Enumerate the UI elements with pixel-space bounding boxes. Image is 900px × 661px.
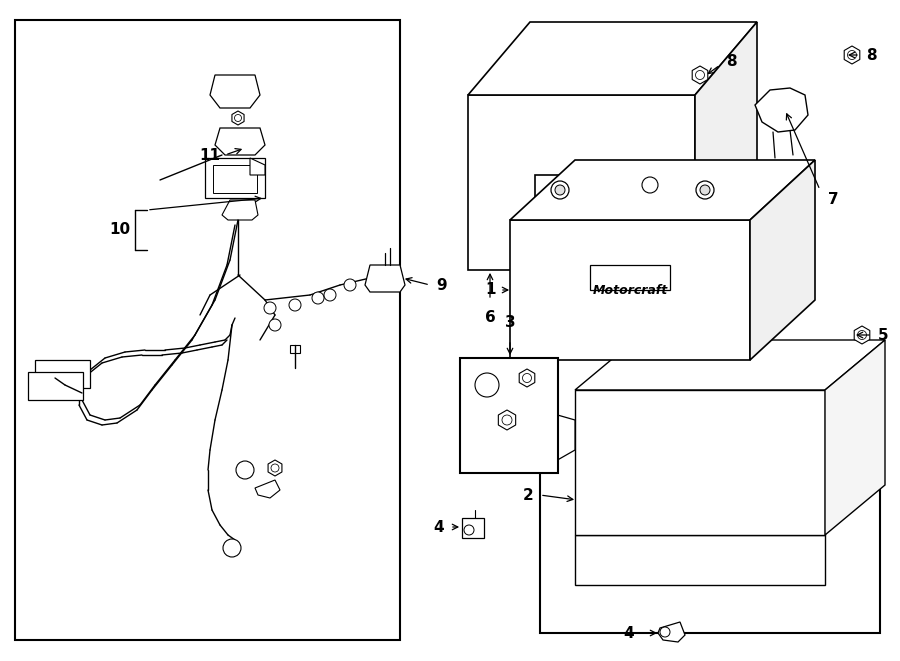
Polygon shape (210, 75, 260, 108)
Polygon shape (468, 95, 695, 270)
Polygon shape (755, 88, 808, 132)
Polygon shape (825, 340, 885, 535)
Bar (205, 158, 265, 198)
Polygon shape (232, 111, 244, 125)
Text: 9: 9 (436, 278, 446, 293)
Text: 3: 3 (505, 315, 516, 330)
Circle shape (551, 181, 569, 199)
Circle shape (264, 302, 276, 314)
Polygon shape (575, 390, 825, 535)
Polygon shape (575, 340, 885, 390)
Text: 10: 10 (109, 223, 130, 237)
Bar (35, 360, 90, 388)
Polygon shape (692, 66, 707, 84)
Text: 4: 4 (434, 520, 444, 535)
Circle shape (324, 289, 336, 301)
Polygon shape (844, 46, 860, 64)
Text: 8: 8 (726, 54, 736, 69)
Text: 7: 7 (828, 192, 839, 208)
Circle shape (660, 627, 670, 637)
Polygon shape (854, 326, 869, 344)
Bar (462, 518, 484, 538)
Circle shape (475, 373, 499, 397)
Circle shape (464, 525, 474, 535)
Bar (213, 165, 257, 193)
Polygon shape (215, 128, 265, 155)
Circle shape (236, 461, 254, 479)
Text: 2: 2 (522, 488, 533, 502)
Polygon shape (365, 265, 405, 292)
Circle shape (700, 185, 710, 195)
Circle shape (312, 292, 324, 304)
Bar (460, 358, 558, 473)
Polygon shape (250, 158, 265, 175)
Bar (590, 265, 670, 290)
Polygon shape (519, 369, 535, 387)
Bar (28, 372, 83, 400)
Text: 8: 8 (866, 48, 877, 63)
Polygon shape (268, 460, 282, 476)
Polygon shape (222, 200, 258, 220)
Polygon shape (750, 160, 815, 360)
Text: 1: 1 (485, 282, 496, 297)
Circle shape (555, 185, 565, 195)
Circle shape (289, 299, 301, 311)
Circle shape (642, 177, 658, 193)
Circle shape (269, 319, 281, 331)
Text: 5: 5 (878, 327, 888, 342)
Polygon shape (658, 622, 685, 642)
Polygon shape (510, 160, 815, 220)
Bar (290, 345, 300, 353)
Text: Motorcraft: Motorcraft (592, 284, 668, 297)
Circle shape (344, 279, 356, 291)
Polygon shape (510, 220, 750, 360)
Polygon shape (468, 22, 757, 95)
Text: 11: 11 (199, 147, 220, 163)
Polygon shape (499, 410, 516, 430)
Text: 4: 4 (624, 625, 634, 641)
Polygon shape (255, 480, 280, 498)
Bar (540, 355, 880, 633)
Circle shape (223, 539, 241, 557)
Polygon shape (575, 535, 825, 585)
Circle shape (696, 181, 714, 199)
Bar (15, 20, 400, 640)
Polygon shape (695, 22, 757, 270)
Text: 6: 6 (484, 310, 495, 325)
Polygon shape (520, 410, 575, 470)
